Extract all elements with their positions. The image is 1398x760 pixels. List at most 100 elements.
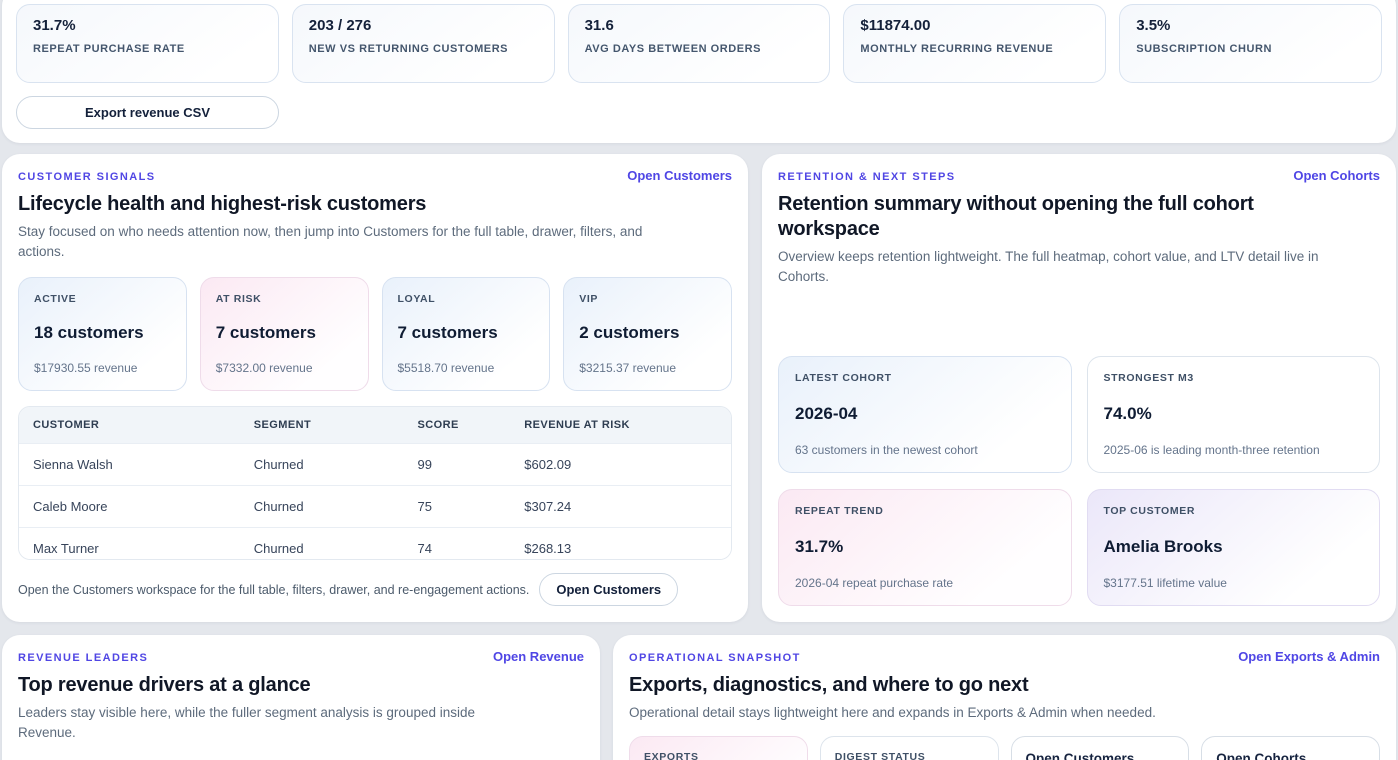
operational-cards: EXPORTS DIGEST STATUS Open Customers Ope… bbox=[629, 736, 1380, 760]
open-exports-admin-link[interactable]: Open Exports & Admin bbox=[1238, 649, 1380, 664]
segment-value: 2 customers bbox=[579, 322, 680, 342]
kpi-value: $11874.00 bbox=[860, 17, 931, 34]
column-header-revenue-at-risk: REVENUE AT RISK bbox=[510, 406, 731, 443]
card-label: DIGEST STATUS bbox=[834, 751, 926, 760]
revenue-leaders-panel: REVENUE LEADERS Open Revenue Top revenue… bbox=[2, 635, 600, 760]
segment-card-at-risk: AT RISK 7 customers $7332.00 revenue bbox=[199, 276, 369, 391]
segment-value: 18 customers bbox=[34, 322, 144, 342]
main-row: CUSTOMER SIGNALS Open Customers Lifecycl… bbox=[2, 154, 1396, 622]
cell-revenue-at-risk: $307.24 bbox=[510, 484, 731, 527]
segment-label: ACTIVE bbox=[34, 292, 77, 305]
kpi-new-vs-returning: 203 / 276 NEW VS RETURNING CUSTOMERS bbox=[291, 4, 555, 83]
cell-customer: Caleb Moore bbox=[19, 484, 240, 527]
kpi-repeat-purchase-rate: 31.7% REPEAT PURCHASE RATE bbox=[16, 4, 279, 83]
export-revenue-csv-button[interactable]: Export revenue CSV bbox=[16, 96, 279, 129]
retention-title: Retention summary without opening the fu… bbox=[778, 193, 1254, 240]
customer-signals-subtitle: Stay focused on who needs attention now,… bbox=[18, 224, 643, 260]
card-value: 31.7% bbox=[795, 536, 844, 556]
kpi-value: 31.7% bbox=[33, 17, 76, 34]
retention-cards: LATEST COHORT 2026-04 63 customers in th… bbox=[778, 356, 1380, 606]
card-value: Amelia Brooks bbox=[1103, 536, 1223, 556]
segment-label: LOYAL bbox=[397, 292, 436, 305]
cell-segment: Churned bbox=[239, 484, 404, 527]
kpi-panel: 31.7% REPEAT PURCHASE RATE 203 / 276 NEW… bbox=[2, 0, 1396, 143]
operational-snapshot-panel: OPERATIONAL SNAPSHOT Open Exports & Admi… bbox=[613, 635, 1396, 760]
kpi-value: 31.6 bbox=[584, 17, 614, 34]
card-value: 2026-04 bbox=[795, 403, 858, 423]
segment-revenue: $17930.55 revenue bbox=[34, 360, 138, 375]
card-sub: $3177.51 lifetime value bbox=[1103, 576, 1227, 590]
column-header-customer: CUSTOMER bbox=[19, 406, 240, 443]
card-label: TOP CUSTOMER bbox=[1103, 505, 1196, 517]
open-cohorts-link[interactable]: Open Cohorts bbox=[1293, 168, 1380, 183]
customer-signals-panel: CUSTOMER SIGNALS Open Customers Lifecycl… bbox=[2, 154, 748, 622]
card-top-customer: TOP CUSTOMER Amelia Brooks $3177.51 life… bbox=[1086, 489, 1380, 606]
card-sub: 63 customers in the newest cohort bbox=[795, 443, 978, 457]
card-label: LATEST COHORT bbox=[795, 372, 892, 384]
cell-segment: Churned bbox=[239, 442, 404, 485]
card-sub: 2026-04 repeat purchase rate bbox=[795, 576, 954, 590]
card-label: REPEAT TREND bbox=[795, 505, 884, 517]
operational-subtitle: Operational detail stays lightweight her… bbox=[629, 705, 1156, 720]
operational-title: Exports, diagnostics, and where to go ne… bbox=[629, 674, 1029, 696]
kpi-label: MONTHLY RECURRING REVENUE bbox=[860, 43, 1054, 55]
segment-label: AT RISK bbox=[215, 292, 262, 305]
card-repeat-trend: REPEAT TREND 31.7% 2026-04 repeat purcha… bbox=[778, 489, 1072, 606]
open-cohorts-action-card[interactable]: Open Cohorts bbox=[1201, 736, 1380, 760]
card-latest-cohort: LATEST COHORT 2026-04 63 customers in th… bbox=[778, 356, 1072, 473]
cell-revenue-at-risk: $268.13 bbox=[510, 526, 731, 560]
cell-revenue-at-risk: $602.09 bbox=[510, 442, 731, 485]
segment-card-active: ACTIVE 18 customers $17930.55 revenue bbox=[18, 276, 187, 391]
kpi-row: 31.7% REPEAT PURCHASE RATE 203 / 276 NEW… bbox=[16, 4, 1382, 83]
kpi-label: NEW VS RETURNING CUSTOMERS bbox=[308, 43, 509, 55]
customer-signals-title: Lifecycle health and highest-risk custom… bbox=[18, 193, 427, 215]
open-customers-button[interactable]: Open Customers bbox=[539, 573, 679, 606]
cell-score: 74 bbox=[403, 526, 511, 560]
kpi-label: SUBSCRIPTION CHURN bbox=[1136, 43, 1272, 55]
segment-cards: ACTIVE 18 customers $17930.55 revenue AT… bbox=[18, 276, 732, 391]
table-row[interactable]: Sienna Walsh Churned 99 $602.09 bbox=[19, 442, 731, 485]
segment-value: 7 customers bbox=[397, 322, 498, 342]
card-label: STRONGEST M3 bbox=[1103, 372, 1194, 384]
column-header-score: SCORE bbox=[403, 406, 511, 443]
operational-eyebrow: OPERATIONAL SNAPSHOT bbox=[629, 652, 801, 664]
open-customers-action-card[interactable]: Open Customers bbox=[1010, 736, 1190, 760]
customer-signals-footer: Open the Customers workspace for the ful… bbox=[18, 573, 732, 606]
kpi-avg-days-between-orders: 31.6 AVG DAYS BETWEEN ORDERS bbox=[567, 4, 831, 83]
card-sub: 2025-06 is leading month-three retention bbox=[1103, 443, 1320, 457]
card-value: 74.0% bbox=[1103, 403, 1152, 423]
footer-note: Open the Customers workspace for the ful… bbox=[18, 582, 530, 597]
card-exports: EXPORTS bbox=[629, 736, 808, 760]
bottom-row: REVENUE LEADERS Open Revenue Top revenue… bbox=[2, 635, 1396, 760]
kpi-label: AVG DAYS BETWEEN ORDERS bbox=[584, 43, 762, 55]
cell-customer: Max Turner bbox=[19, 526, 240, 560]
open-revenue-link[interactable]: Open Revenue bbox=[492, 649, 584, 664]
segment-label: VIP bbox=[579, 292, 599, 305]
segment-revenue: $3215.37 revenue bbox=[579, 360, 676, 375]
card-digest-status: DIGEST STATUS bbox=[819, 736, 999, 760]
cell-customer: Sienna Walsh bbox=[19, 442, 240, 485]
card-label: EXPORTS bbox=[644, 751, 699, 760]
kpi-label: REPEAT PURCHASE RATE bbox=[33, 43, 185, 55]
revenue-leaders-subtitle: Leaders stay visible here, while the ful… bbox=[18, 705, 475, 741]
kpi-monthly-recurring-revenue: $11874.00 MONTHLY RECURRING REVENUE bbox=[843, 4, 1107, 83]
segment-card-loyal: LOYAL 7 customers $5518.70 revenue bbox=[381, 276, 551, 391]
retention-panel: RETENTION & NEXT STEPS Open Cohorts Rete… bbox=[762, 154, 1396, 622]
table-row[interactable]: Caleb Moore Churned 75 $307.24 bbox=[19, 484, 731, 527]
kpi-value: 203 / 276 bbox=[308, 17, 372, 34]
revenue-leaders-eyebrow: REVENUE LEADERS bbox=[18, 652, 149, 664]
kpi-subscription-churn: 3.5% SUBSCRIPTION CHURN bbox=[1119, 4, 1382, 83]
cell-score: 75 bbox=[403, 484, 511, 527]
cell-segment: Churned bbox=[239, 526, 404, 560]
revenue-leaders-title: Top revenue drivers at a glance bbox=[18, 674, 311, 696]
table-row[interactable]: Max Turner Churned 74 $268.13 bbox=[19, 526, 731, 560]
column-header-segment: SEGMENT bbox=[239, 406, 404, 443]
kpi-value: 3.5% bbox=[1136, 17, 1171, 34]
high-risk-customers-table: CUSTOMER SEGMENT SCORE REVENUE AT RISK S… bbox=[18, 405, 732, 560]
retention-eyebrow: RETENTION & NEXT STEPS bbox=[778, 171, 956, 183]
cell-score: 99 bbox=[403, 442, 511, 485]
retention-subtitle: Overview keeps retention lightweight. Th… bbox=[778, 249, 1319, 285]
table-header-row: CUSTOMER SEGMENT SCORE REVENUE AT RISK bbox=[19, 406, 731, 443]
open-customers-link[interactable]: Open Customers bbox=[627, 168, 732, 183]
